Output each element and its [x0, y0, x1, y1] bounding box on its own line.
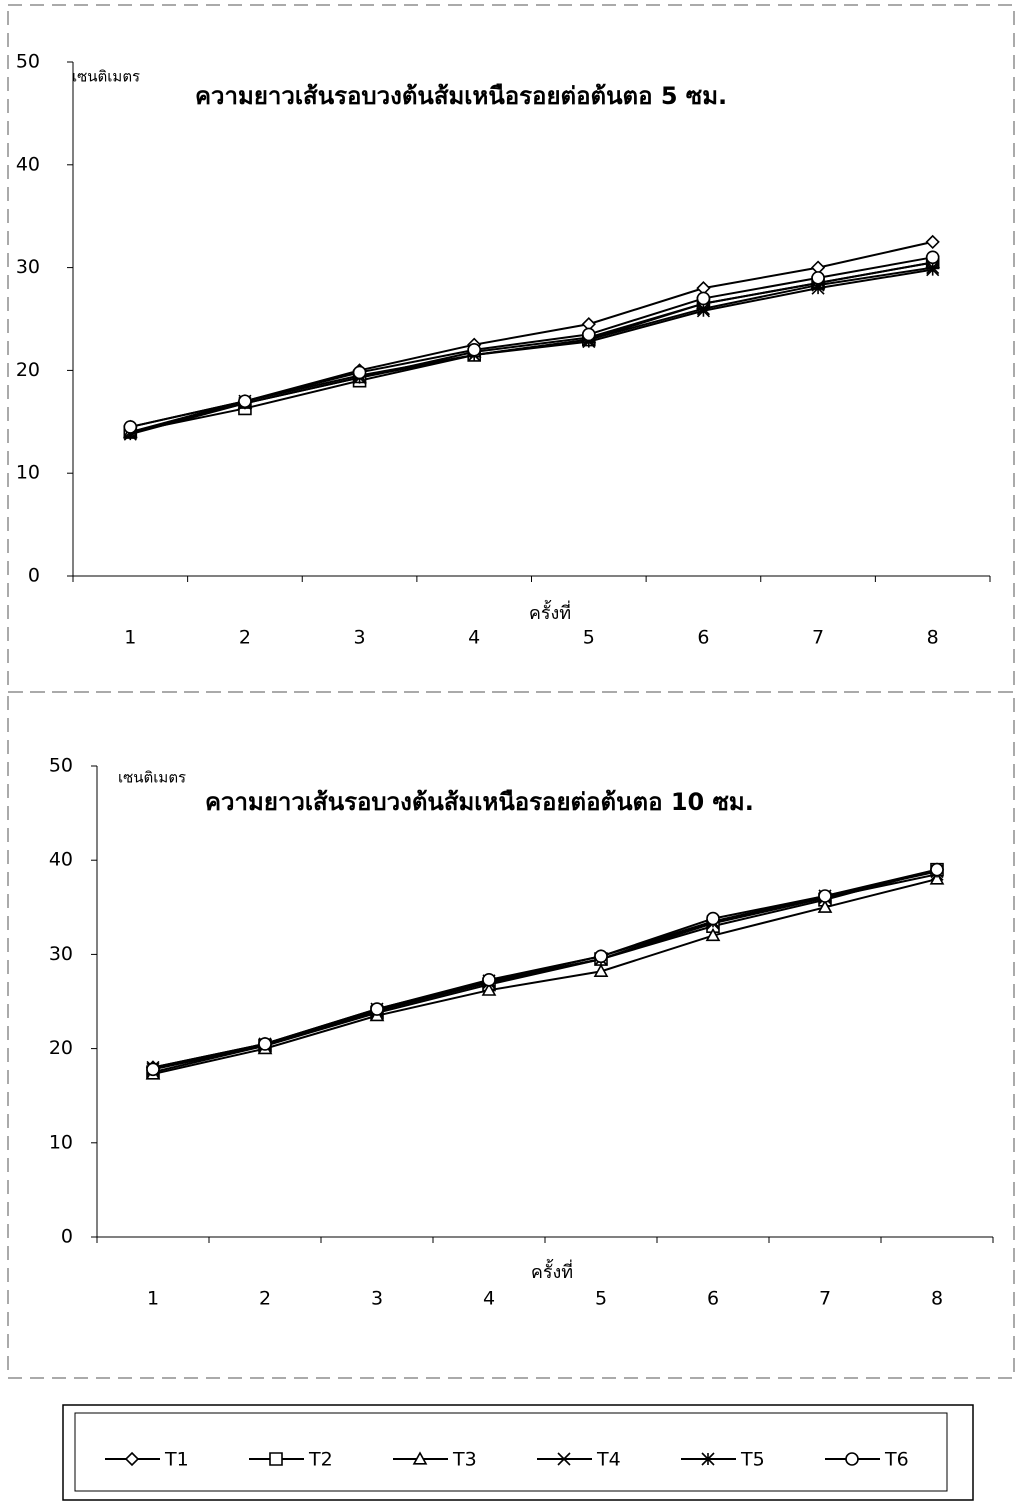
- marker: [370, 1002, 384, 1016]
- y-tick-label: 40: [16, 153, 40, 175]
- x-tick-label: 8: [931, 1288, 943, 1310]
- legend-label: T4: [596, 1449, 621, 1471]
- marker: [706, 911, 720, 926]
- legend-label: T2: [308, 1449, 333, 1471]
- y-tick-label: 0: [28, 565, 40, 587]
- marker: [930, 862, 944, 877]
- marker: [123, 420, 138, 434]
- x-tick-label: 5: [583, 627, 595, 649]
- x-tick-label: 2: [239, 627, 251, 649]
- series-line: [152, 878, 938, 1076]
- marker: [593, 963, 609, 977]
- y-tick-label: 0: [61, 1226, 73, 1248]
- marker: [845, 1452, 859, 1466]
- y-tick-label: 10: [49, 1131, 73, 1153]
- chart-frame: [7, 4, 1015, 693]
- x-tick-label: 4: [483, 1288, 495, 1310]
- marker: [557, 1452, 571, 1466]
- marker: [817, 899, 833, 913]
- y-axis-label: เซนติเมตร: [72, 68, 140, 86]
- marker: [925, 250, 940, 265]
- x-tick-label: 7: [819, 1288, 831, 1310]
- x-tick-label: 6: [697, 627, 709, 649]
- chart-title: ความยาวเส้นรอบวงต้นส้มเหนือรอยต่อต้นตอ 1…: [205, 788, 754, 816]
- marker: [146, 1062, 160, 1077]
- y-tick-label: 20: [16, 359, 40, 381]
- legend-box: [74, 1412, 948, 1492]
- marker: [818, 889, 832, 903]
- x-tick-label: 2: [259, 1288, 271, 1310]
- marker: [696, 291, 711, 306]
- marker: [594, 949, 608, 964]
- marker: [238, 394, 252, 409]
- series-line: [152, 868, 938, 1071]
- legend-label: T5: [740, 1449, 765, 1471]
- marker: [482, 973, 496, 987]
- x-tick-label: 6: [707, 1288, 719, 1310]
- x-axis-label: ครั้งที่: [531, 1259, 573, 1283]
- marker: [467, 343, 481, 357]
- y-tick-label: 30: [49, 943, 73, 965]
- marker: [269, 1452, 283, 1466]
- x-tick-label: 3: [354, 627, 366, 649]
- legend-label: T6: [884, 1449, 909, 1471]
- legend-label: T3: [452, 1449, 477, 1471]
- y-tick-label: 10: [16, 462, 40, 484]
- marker: [124, 1451, 140, 1467]
- marker: [705, 927, 721, 942]
- x-tick-label: 3: [371, 1288, 383, 1310]
- marker: [701, 1452, 715, 1466]
- series-line: [130, 268, 933, 436]
- marker: [258, 1037, 272, 1051]
- marker: [582, 327, 596, 342]
- y-tick-label: 20: [49, 1037, 73, 1059]
- marker: [412, 1451, 428, 1465]
- y-tick-label: 50: [49, 755, 73, 777]
- marker: [925, 234, 940, 250]
- series-line: [130, 256, 933, 428]
- x-tick-label: 5: [595, 1288, 607, 1310]
- chart-title: ความยาวเส้นรอบวงต้นส้มเหนือรอยต่อต้นตอ 5…: [195, 82, 727, 110]
- chart-frame: [7, 691, 1015, 1379]
- y-axis-label: เซนติเมตร: [118, 769, 186, 787]
- y-tick-label: 40: [49, 849, 73, 871]
- legend-frame: [62, 1404, 974, 1501]
- x-tick-label: 1: [124, 627, 136, 649]
- x-tick-label: 1: [147, 1288, 159, 1310]
- y-tick-label: 50: [16, 51, 40, 73]
- x-tick-label: 4: [468, 627, 480, 649]
- marker: [352, 365, 367, 380]
- y-tick-label: 30: [16, 256, 40, 278]
- marker: [811, 271, 825, 285]
- marker: [926, 263, 940, 277]
- x-axis-label: ครั้งที่: [529, 600, 571, 624]
- marker: [696, 304, 711, 318]
- x-tick-label: 7: [812, 627, 824, 649]
- x-tick-label: 8: [927, 627, 939, 649]
- marker: [481, 982, 497, 996]
- legend-label: T1: [164, 1449, 189, 1471]
